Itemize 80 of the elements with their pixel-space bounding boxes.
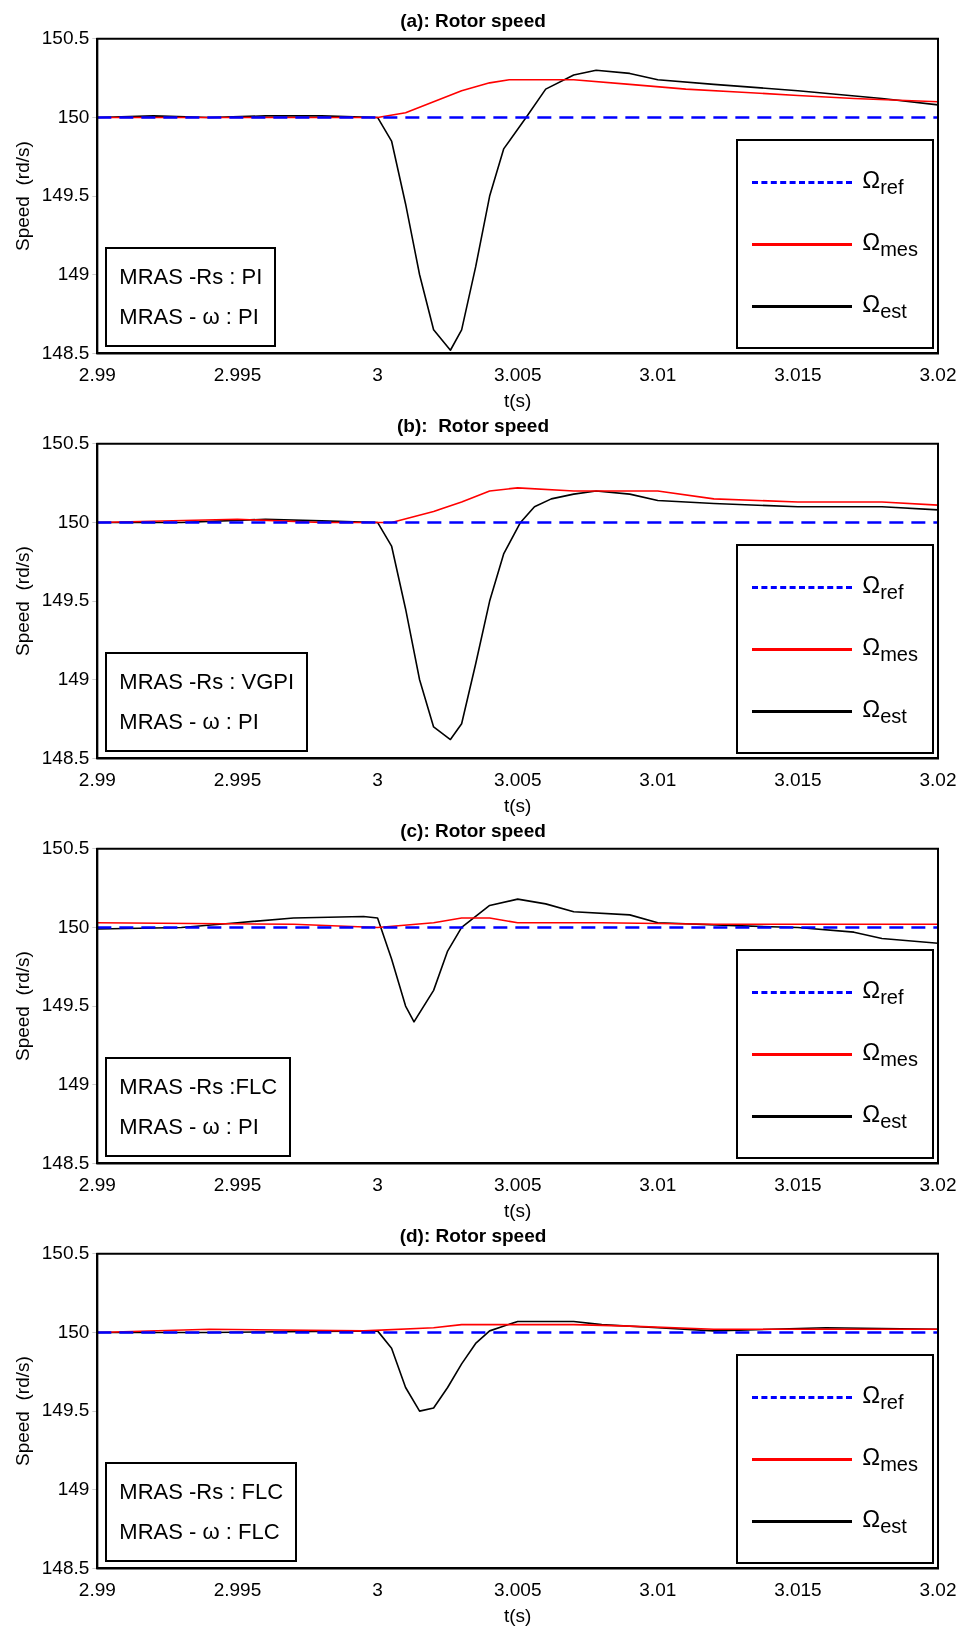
x-tick-label: 3.015 — [774, 769, 822, 791]
x-tick-label: 3 — [372, 364, 383, 386]
legend-label: Ω$_{est}$ — [862, 1100, 907, 1133]
x-tick-label: 3.02 — [919, 1579, 957, 1601]
y-tick-label: 149.5 — [41, 1399, 90, 1421]
y-tick-label: 148.5 — [41, 1556, 90, 1578]
x-tick-label: 2.995 — [213, 364, 262, 386]
legend-label: Ω$_{mes}$ — [862, 228, 918, 261]
y-tick-label: 149 — [57, 1477, 90, 1499]
annotation: MRAS - ω : FLC — [119, 1518, 281, 1547]
x-tick-label: 3.01 — [639, 1174, 677, 1196]
x-tick-label: 3.02 — [919, 769, 957, 791]
legend-label: Ω$_{est}$ — [862, 695, 907, 728]
x-tick-label: 3 — [372, 769, 383, 791]
annotation: MRAS - ω : PI — [119, 303, 260, 332]
y-tick-label: 149.5 — [41, 184, 90, 206]
legend-label: Ω$_{ref}$ — [862, 571, 904, 604]
y-axis-title: Speed (rd/s) — [11, 546, 33, 657]
x-tick-label: 3.005 — [493, 1579, 542, 1601]
y-tick-label: 150.5 — [41, 1242, 90, 1264]
x-tick-label: 3.015 — [774, 364, 822, 386]
y-tick-label: 150 — [57, 105, 90, 127]
x-tick-label: 3 — [372, 1579, 383, 1601]
y-tick-label: 150 — [57, 1320, 90, 1342]
legend-label: Ω$_{mes}$ — [862, 633, 918, 666]
x-tick-label: 2.995 — [213, 1174, 262, 1196]
legend-label: Ω$_{est}$ — [862, 290, 907, 323]
annotation: MRAS -Rs :FLC — [119, 1073, 278, 1102]
x-tick-label: 3.005 — [493, 1174, 542, 1196]
x-tick-label: 2.99 — [78, 1579, 116, 1601]
y-tick-label: 149 — [57, 1072, 90, 1094]
annotation: MRAS -Rs : VGPI — [119, 668, 295, 697]
x-axis-title: t(s) — [503, 794, 532, 816]
legend-label: Ω$_{ref}$ — [862, 166, 904, 199]
x-tick-label: 3 — [372, 1174, 383, 1196]
x-axis-title: t(s) — [503, 389, 532, 411]
y-tick-label: 150.5 — [41, 432, 90, 454]
x-tick-label: 2.995 — [213, 1579, 262, 1601]
y-tick-label: 148.5 — [41, 1151, 90, 1173]
chart-title: (c): Rotor speed — [400, 819, 546, 841]
x-tick-label: 3.015 — [774, 1579, 822, 1601]
x-tick-label: 2.99 — [78, 769, 116, 791]
y-axis-title: Speed (rd/s) — [11, 141, 33, 252]
y-axis-title: Speed (rd/s) — [11, 1356, 33, 1467]
y-tick-label: 148.5 — [41, 341, 90, 363]
annotation: MRAS -Rs : FLC — [119, 1478, 284, 1507]
x-tick-label: 3.01 — [639, 1579, 677, 1601]
chart-title: (b): Rotor speed — [397, 414, 549, 436]
y-tick-label: 149.5 — [41, 994, 90, 1016]
y-tick-label: 150 — [57, 915, 90, 937]
x-axis-title: t(s) — [503, 1199, 532, 1221]
x-tick-label: 3.02 — [919, 1174, 957, 1196]
y-tick-label: 149 — [57, 262, 90, 284]
y-tick-label: 150.5 — [41, 27, 90, 49]
y-tick-label: 149.5 — [41, 589, 90, 611]
x-axis-title: t(s) — [503, 1604, 532, 1626]
legend-label: Ω$_{ref}$ — [862, 976, 904, 1009]
y-tick-label: 149 — [57, 667, 90, 689]
x-tick-label: 3.015 — [774, 1174, 822, 1196]
x-tick-label: 3.005 — [493, 364, 542, 386]
chart-title: (d): Rotor speed — [399, 1224, 547, 1246]
y-tick-label: 150 — [57, 510, 90, 532]
x-tick-label: 3.005 — [493, 769, 542, 791]
x-tick-label: 2.99 — [78, 1174, 116, 1196]
legend-label: Ω$_{mes}$ — [862, 1443, 918, 1476]
y-axis-title: Speed (rd/s) — [11, 951, 33, 1062]
annotation: MRAS -Rs : PI — [119, 263, 263, 292]
x-tick-label: 3.01 — [639, 769, 677, 791]
x-tick-label: 2.99 — [78, 364, 116, 386]
chart-title: (a): Rotor speed — [400, 9, 546, 31]
annotation: MRAS - ω : PI — [119, 1113, 260, 1142]
x-tick-label: 2.995 — [213, 769, 262, 791]
x-tick-label: 3.01 — [639, 364, 677, 386]
legend-label: Ω$_{mes}$ — [862, 1038, 918, 1071]
annotation: MRAS - ω : PI — [119, 708, 260, 737]
legend-label: Ω$_{ref}$ — [862, 1381, 904, 1414]
y-tick-label: 150.5 — [41, 837, 90, 859]
y-tick-label: 148.5 — [41, 746, 90, 768]
x-tick-label: 3.02 — [919, 364, 957, 386]
legend-label: Ω$_{est}$ — [862, 1505, 907, 1538]
